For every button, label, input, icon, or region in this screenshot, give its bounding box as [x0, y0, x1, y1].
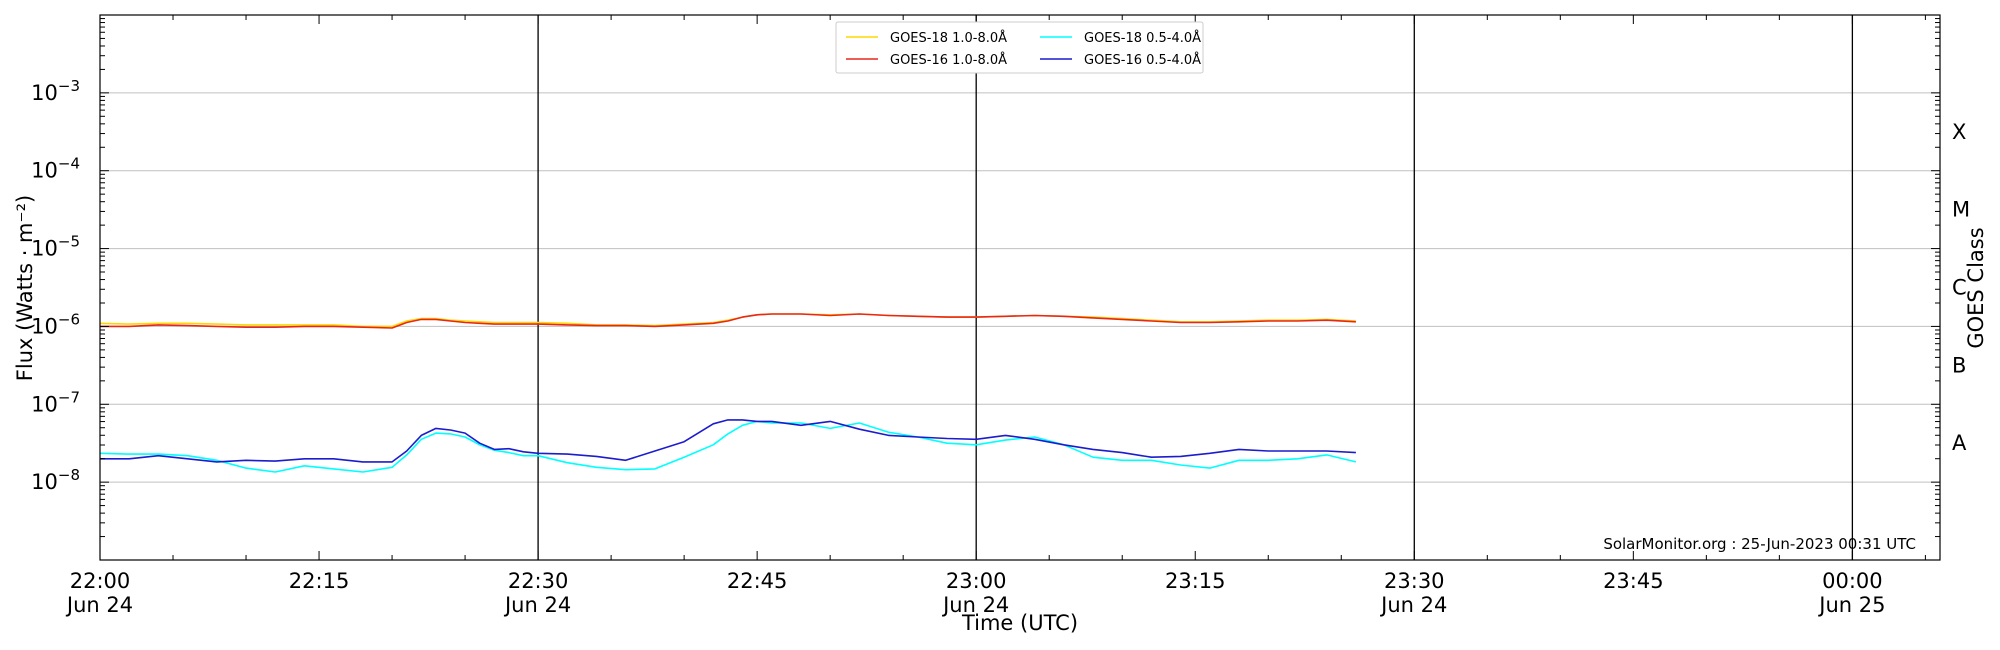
y-tick-label: 10−4 — [31, 155, 80, 183]
series-line-4 — [100, 419, 1356, 463]
x-tick-label: 23:00 — [946, 569, 1007, 593]
goes-class-label: C — [1952, 276, 1967, 300]
series-line-2 — [100, 313, 1356, 329]
legend-label: GOES-18 1.0-8.0Å — [890, 30, 1007, 46]
y-tick-label: 10−5 — [31, 233, 80, 261]
axis-ticks — [99, 15, 1940, 561]
x-tick-date-label: Jun 24 — [503, 593, 571, 617]
x-tick-date-label: Jun 24 — [941, 593, 1009, 617]
x-tick-date-label: Jun 24 — [1379, 593, 1447, 617]
x-tick-label: 23:15 — [1165, 569, 1226, 593]
day-marker-lines — [537, 15, 1854, 560]
y-tick-label: 10−7 — [31, 388, 80, 416]
plot-frame — [99, 14, 1941, 561]
x-tick-label: 00:00 — [1822, 569, 1883, 593]
legend-label: GOES-16 1.0-8.0Å — [890, 52, 1007, 68]
goes-class-label: B — [1952, 353, 1966, 377]
goes-class-label: A — [1952, 431, 1967, 455]
x-tick-label: 22:15 — [289, 569, 350, 593]
goes-class-axis-label: GOES Class — [1964, 227, 1988, 348]
goes-class-label: M — [1952, 198, 1970, 222]
legend-label: GOES-16 0.5-4.0Å — [1084, 52, 1201, 68]
y-tick-label: 10−3 — [31, 77, 80, 105]
grid — [100, 92, 1940, 483]
x-axis-label: Time (UTC) — [961, 611, 1078, 635]
y-axis-label: Flux (Watts · m⁻²) — [13, 195, 37, 381]
legend: GOES-18 1.0-8.0Å GOES-16 1.0-8.0Å GOES-18 … — [835, 21, 1204, 74]
x-tick-label: 22:00 — [70, 569, 131, 593]
x-tick-label: 22:30 — [508, 569, 569, 593]
x-tick-label: 23:45 — [1603, 569, 1664, 593]
x-tick-date-label: Jun 25 — [1817, 593, 1885, 617]
series-line-3 — [99, 420, 1357, 473]
y-tick-label: 10−6 — [31, 310, 80, 338]
legend-label: GOES-18 0.5-4.0Å — [1084, 30, 1201, 46]
legend-box — [835, 21, 1204, 74]
x-tick-label: 22:45 — [727, 569, 788, 593]
flux-series — [99, 313, 1357, 473]
x-tick-date-label: Jun 24 — [65, 593, 133, 617]
y-tick-label: 10−8 — [31, 466, 80, 494]
goes-class-label: X — [1952, 120, 1966, 144]
x-tick-label: 23:30 — [1384, 569, 1445, 593]
credit-text: SolarMonitor.org : 25-Jun-2023 00:31 UTC — [1603, 535, 1916, 553]
